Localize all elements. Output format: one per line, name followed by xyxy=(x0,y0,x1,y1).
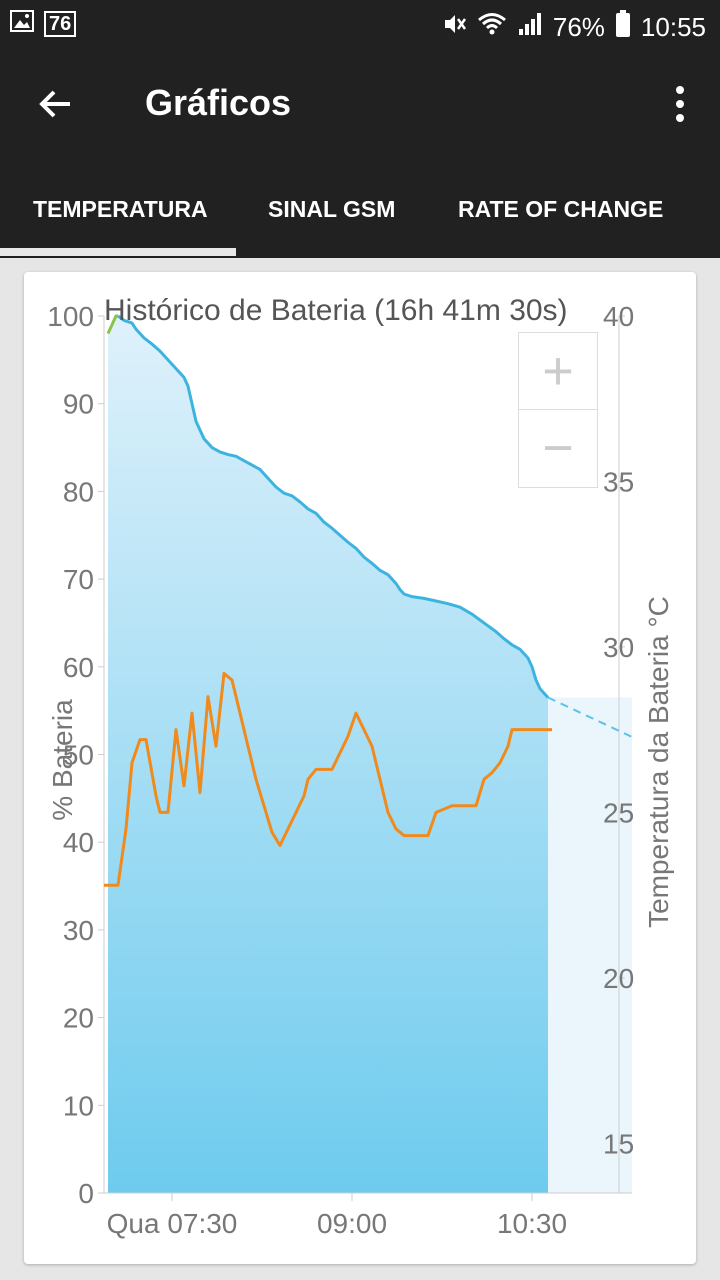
status-bar: 76 76% 10:55 xyxy=(0,0,720,52)
y2-tick-label: 40 xyxy=(603,301,634,332)
y-tick-label: 10 xyxy=(63,1090,94,1121)
tab-rate-of-change[interactable]: RATE OF CHANGE xyxy=(458,196,664,222)
more-options-icon[interactable] xyxy=(670,84,690,124)
battery-level-line xyxy=(117,314,550,699)
battery-projection-line xyxy=(547,696,633,738)
battery-charging-line xyxy=(106,314,118,335)
projection-area-top xyxy=(548,697,632,737)
y2-tick-label: 35 xyxy=(603,466,634,497)
x-tick-label: 09:00 xyxy=(317,1208,387,1239)
back-arrow-icon[interactable] xyxy=(34,82,78,126)
zoom-divider xyxy=(519,409,597,410)
y-tick-label: 20 xyxy=(63,1003,94,1034)
y2-tick-label: 20 xyxy=(603,963,634,994)
zoom-in-button[interactable]: + xyxy=(542,341,574,401)
y-tick-label: 100 xyxy=(47,301,94,332)
wifi-icon xyxy=(477,11,507,44)
tab-sinal-gsm[interactable]: SINAL GSM xyxy=(268,196,396,222)
y-tick-label: 0 xyxy=(78,1178,94,1209)
y-tick-label: 90 xyxy=(63,389,94,420)
y-tick-label: 30 xyxy=(63,915,94,946)
y-tick-label: 40 xyxy=(63,827,94,858)
x-tick-label: 10:30 xyxy=(497,1208,567,1239)
signal-icon xyxy=(517,11,543,44)
tab-temperatura[interactable]: TEMPERATURA xyxy=(33,196,208,222)
mute-icon xyxy=(441,11,467,44)
tab-bar: TEMPERATURA SINAL GSM RATE OF CHANGE xyxy=(0,160,720,258)
y2-axis-title: Temperatura da Bateria °C xyxy=(643,596,674,928)
temperature-line xyxy=(104,671,552,887)
battery-icon xyxy=(615,10,631,45)
battery-area xyxy=(108,316,548,1193)
y-axis-title: % Bateria xyxy=(47,699,78,821)
battery-percent: 76% xyxy=(552,12,605,42)
page-title: Gráficos xyxy=(145,82,292,123)
y2-tick-label: 15 xyxy=(603,1128,634,1159)
projection-area xyxy=(548,697,632,1193)
y-tick-label: 70 xyxy=(63,564,94,595)
image-icon xyxy=(10,10,34,37)
notification-badge: 76 xyxy=(44,10,77,37)
y-tick-label: 80 xyxy=(63,476,94,507)
zoom-controls: + − xyxy=(518,332,598,488)
zoom-out-button[interactable]: − xyxy=(542,418,574,478)
chart-title: Histórico de Bateria (16h 41m 30s) xyxy=(104,294,568,327)
y-tick-label: 50 xyxy=(63,740,94,771)
clock: 10:55 xyxy=(640,12,706,42)
y-tick-label: 60 xyxy=(63,652,94,683)
app-toolbar: Gráficos xyxy=(0,52,720,160)
y2-tick-label: 30 xyxy=(603,632,634,663)
x-tick-label: Qua 07:30 xyxy=(107,1208,238,1239)
selected-tab-indicator xyxy=(0,248,236,256)
y2-tick-label: 25 xyxy=(603,797,634,828)
